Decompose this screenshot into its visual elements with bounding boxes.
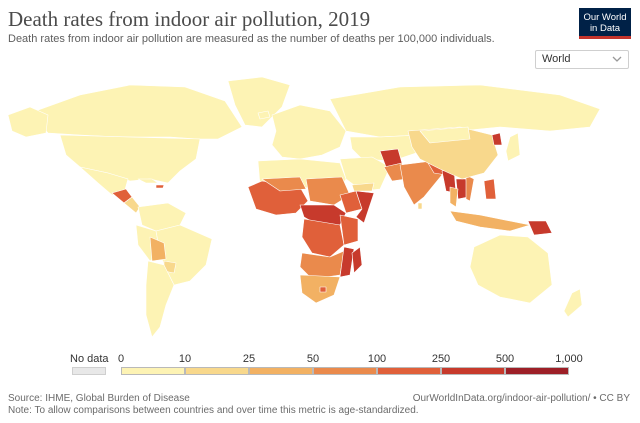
source-text: Source: IHME, Global Burden of Disease [8, 393, 190, 404]
region-select[interactable]: World [535, 50, 629, 69]
legend-tick: 1,000 [555, 353, 583, 365]
country-sahel[interactable] [261, 176, 307, 192]
region-select-value: World [542, 53, 571, 65]
country-iceland[interactable] [257, 110, 271, 120]
source-url-link[interactable]: OurWorldInData.org/indoor-air-pollution/… [412, 393, 630, 404]
country-lesotho[interactable] [319, 286, 327, 293]
country-papua-new-guinea[interactable] [527, 220, 553, 236]
color-legend: No data 0 10 25 50 100 250 500 1,000 [0, 350, 640, 380]
country-sri-lanka[interactable] [417, 202, 423, 210]
country-drc[interactable] [301, 218, 345, 258]
legend-bin-0[interactable] [121, 367, 185, 375]
legend-tick: 100 [367, 353, 387, 365]
country-indonesia[interactable] [449, 210, 531, 232]
country-mongolia[interactable] [419, 126, 471, 144]
legend-tick: 500 [495, 353, 515, 365]
legend-tick: 50 [306, 353, 320, 365]
country-australia[interactable] [469, 234, 553, 304]
owid-logo[interactable]: Our World in Data [579, 8, 631, 39]
legend-tick: 25 [242, 353, 256, 365]
chevron-down-icon [612, 56, 622, 62]
country-cuba[interactable] [137, 178, 159, 184]
country-central-asia[interactable] [349, 134, 421, 162]
country-somalia[interactable] [355, 190, 375, 224]
legend-bin-6[interactable] [505, 367, 569, 375]
country-europe[interactable] [271, 104, 347, 160]
country-argentina-chile[interactable] [145, 260, 175, 338]
country-haiti[interactable] [155, 184, 165, 189]
country-japan[interactable] [505, 132, 521, 162]
country-canada[interactable] [29, 84, 243, 140]
legend-bin-2[interactable] [249, 367, 313, 375]
legend-tick: 250 [431, 353, 451, 365]
legend-bin-1[interactable] [185, 367, 249, 375]
country-thailand[interactable] [449, 186, 459, 208]
country-yemen[interactable] [351, 182, 375, 192]
legend-tick: 10 [178, 353, 192, 365]
chart-subtitle: Death rates from indoor air pollution ar… [8, 33, 495, 45]
logo-line-2: in Data [589, 23, 621, 34]
legend-tick: 0 [117, 353, 125, 365]
note-text: Note: To allow comparisons between count… [8, 405, 419, 416]
country-usa[interactable] [59, 134, 201, 184]
legend-bin-4[interactable] [377, 367, 441, 375]
chart-title: Death rates from indoor air pollution, 2… [8, 7, 371, 31]
country-usa-alaska[interactable] [7, 106, 49, 138]
legend-bin-5[interactable] [441, 367, 505, 375]
legend-nodata-label: No data [70, 353, 109, 365]
country-bolivia[interactable] [149, 236, 167, 262]
legend-nodata-swatch[interactable] [72, 367, 106, 375]
logo-line-1: Our World [583, 12, 627, 23]
country-philippines[interactable] [483, 178, 497, 200]
country-east-africa[interactable] [339, 214, 359, 246]
world-map[interactable] [0, 75, 640, 345]
country-new-zealand[interactable] [563, 288, 583, 318]
legend-bin-3[interactable] [313, 367, 377, 375]
country-middle-east[interactable] [339, 156, 391, 192]
country-mozambique[interactable] [339, 246, 355, 278]
country-vietnam[interactable] [465, 174, 475, 202]
country-north-korea[interactable] [491, 132, 503, 146]
country-madagascar[interactable] [351, 246, 363, 274]
